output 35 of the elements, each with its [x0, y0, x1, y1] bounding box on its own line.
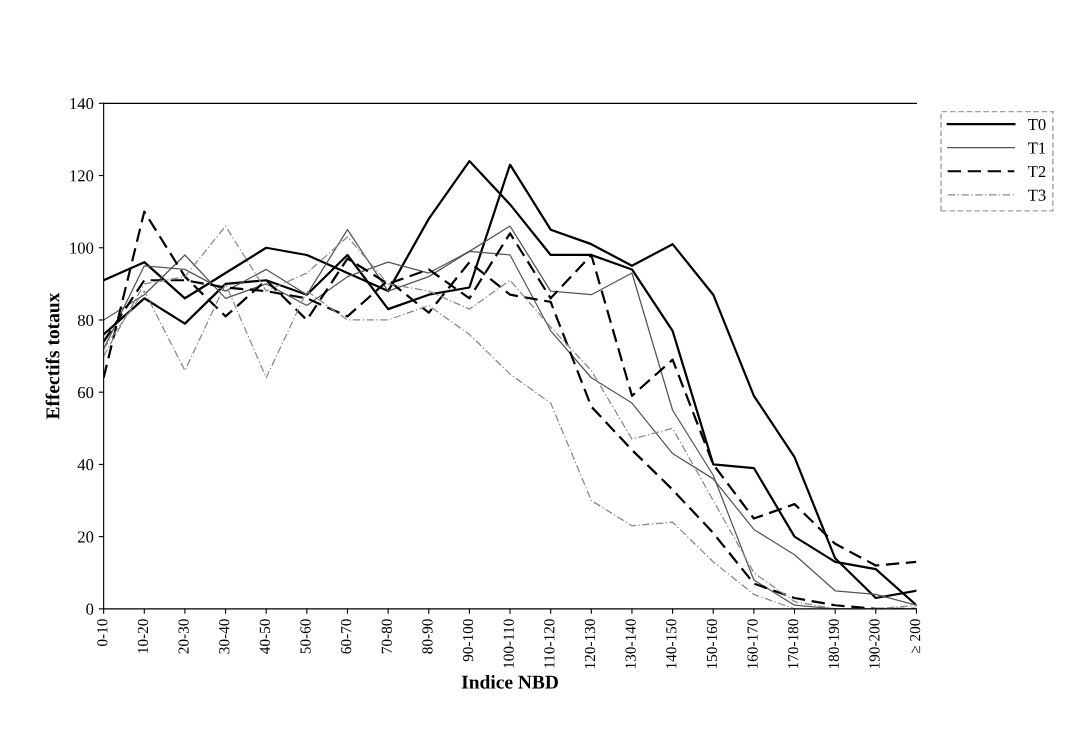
x-tick-label: 130-140: [625, 619, 636, 669]
legend-label: T1: [1028, 142, 1046, 154]
y-tick-label: 120: [70, 170, 94, 182]
x-tick-label: 110-120: [544, 619, 555, 668]
x-tick-label: 60-70: [341, 619, 352, 654]
x-tick-label: ≥ 200: [909, 619, 921, 654]
legend-label: T3: [1028, 189, 1046, 201]
x-tick-label: 40-50: [259, 619, 271, 654]
x-tick-label: 100-110: [503, 619, 514, 668]
x-tick-label: 70-80: [381, 619, 392, 654]
x-tick-label: 150-160: [706, 619, 718, 669]
x-tick-label: 90-100: [462, 619, 474, 662]
x-tick-label: 20-30: [178, 619, 189, 654]
y-tick-label: 40: [77, 459, 94, 471]
y-tick-label: 140: [70, 98, 94, 110]
y-tick-label: 0: [86, 603, 94, 615]
x-tick-label: 0-10: [97, 619, 108, 646]
legend-label: T2: [1028, 166, 1046, 178]
x-tick-label: 180-190: [828, 619, 839, 669]
legend-label: T0: [1028, 118, 1046, 131]
x-tick-label: 190-200: [869, 619, 880, 669]
x-tick-label: 120-130: [584, 619, 596, 669]
x-axis-title: Indice NBD: [461, 675, 558, 689]
x-tick-label: 140-150: [666, 619, 677, 669]
y-tick-label: 100: [70, 242, 94, 254]
x-tick-label: 50-60: [300, 619, 311, 654]
x-tick-label: 80-90: [422, 619, 433, 654]
y-tick-label: 80: [77, 314, 94, 326]
y-tick-label: 60: [77, 386, 94, 399]
x-tick-label: 160-170: [747, 619, 758, 669]
x-tick-label: 10-20: [137, 619, 149, 653]
x-tick-label: 170-180: [788, 619, 799, 669]
y-axis-title: Effectifs totaux: [45, 292, 60, 420]
x-tick-label: 30-40: [219, 619, 230, 654]
y-tick-label: 20: [77, 531, 94, 543]
